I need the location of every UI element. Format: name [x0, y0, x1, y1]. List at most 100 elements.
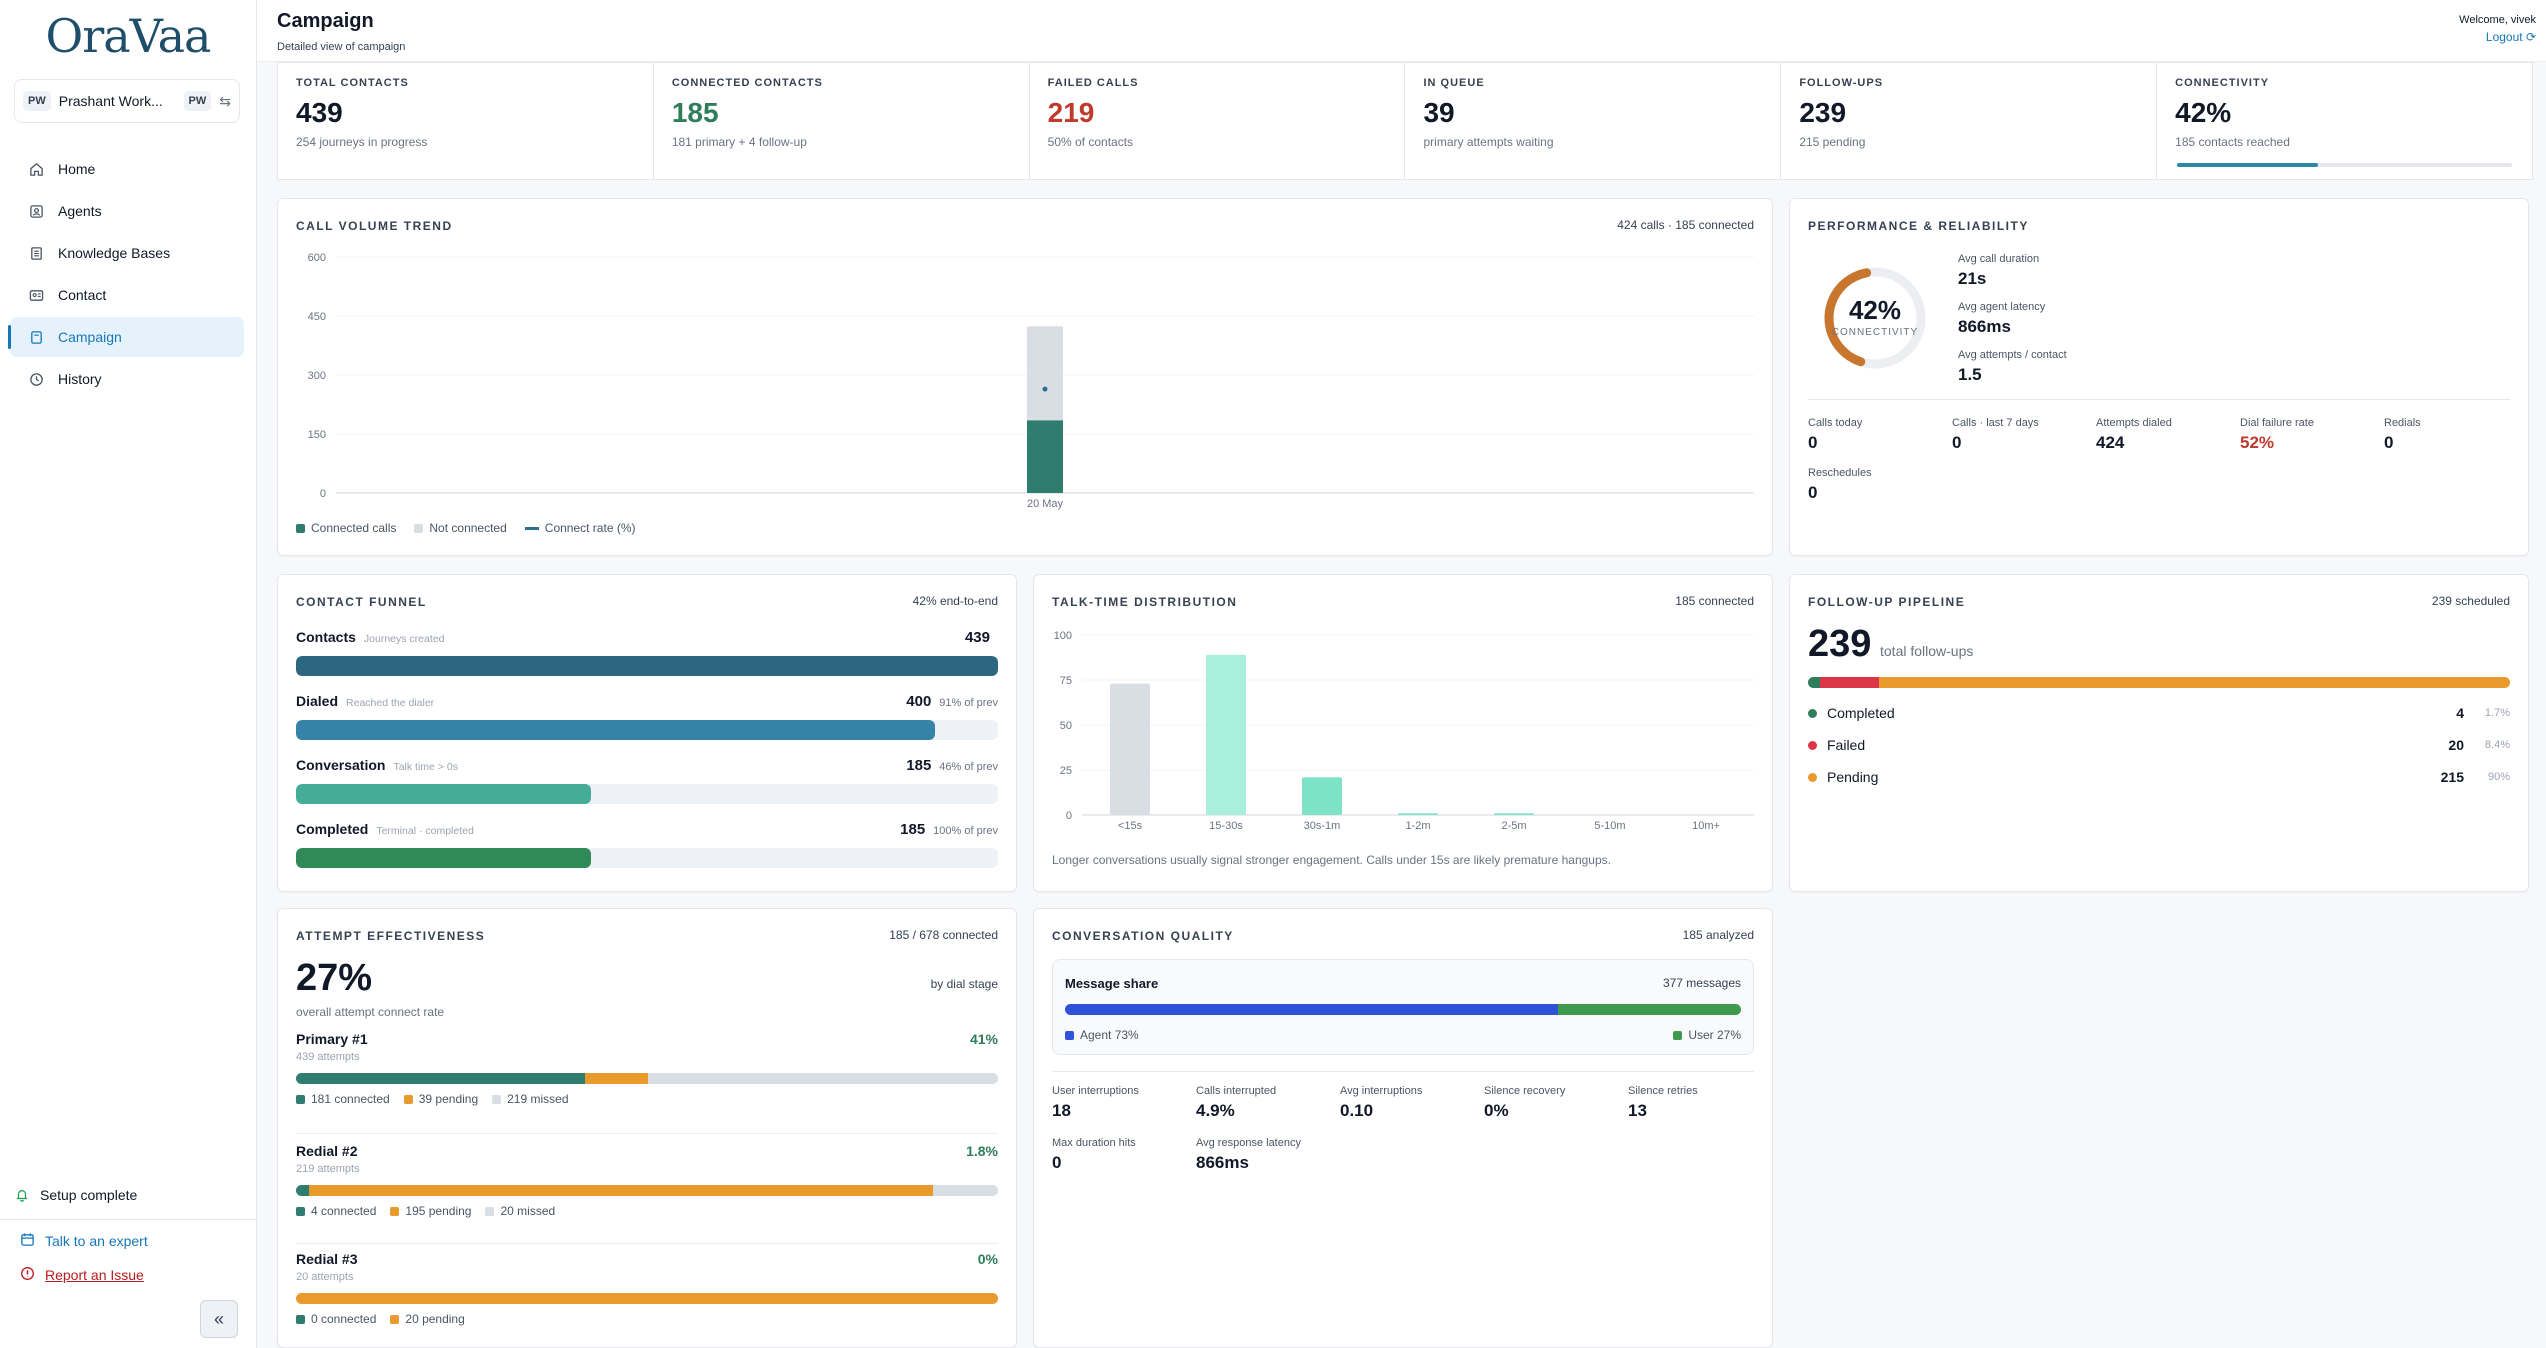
card-title: PERFORMANCE & RELIABILITY	[1808, 219, 2029, 233]
stat-value: 866ms	[1196, 1153, 1249, 1172]
legend-label: Not connected	[429, 521, 507, 535]
card-summary: 42% end-to-end	[912, 594, 998, 608]
report-issue-link[interactable]: Report an Issue	[20, 1266, 144, 1284]
legend-label: 219 missed	[507, 1092, 569, 1106]
legend-label: User 27%	[1688, 1028, 1741, 1042]
stat-label: Calls interrupted	[1196, 1085, 1277, 1097]
funnel-desc: Talk time > 0s	[393, 761, 458, 773]
funnel-row-contacts: Contacts Journeys created 439	[296, 629, 998, 676]
card-title: CALL VOLUME TREND	[296, 219, 453, 233]
kpi-sub: 181 primary + 4 follow-up	[671, 135, 807, 149]
setup-status[interactable]: Setup complete	[14, 1187, 137, 1203]
sidebar-item-label: History	[58, 371, 102, 387]
x-tick-label: <15s	[1118, 820, 1143, 832]
kpi-total-contacts: TOTAL CONTACTS 439 254 journeys in progr…	[278, 63, 654, 179]
stage-name: Redial #2	[296, 1143, 358, 1159]
row-label: Pending	[1827, 769, 1879, 785]
status-dot	[1808, 708, 1817, 718]
kpi-value: 185	[671, 97, 719, 128]
kpi-value: 219	[1047, 97, 1095, 128]
collapse-sidebar-button[interactable]: «	[200, 1300, 238, 1338]
sidebar-item-agents[interactable]: Agents	[10, 191, 244, 231]
kpi-sub: 185 contacts reached	[2175, 135, 2290, 149]
x-tick-label: 30s-1m	[1304, 820, 1341, 832]
funnel-desc: Journeys created	[363, 633, 445, 645]
ring-progress	[1824, 267, 1926, 369]
call-volume-trend-card: CALL VOLUME TREND 424 calls · 185 connec…	[277, 198, 1773, 556]
stage-bar-pending	[296, 1293, 998, 1304]
sidebar-item-label: Campaign	[58, 329, 122, 345]
workspace-name: Prashant Work...	[58, 93, 163, 109]
stat-value: 0%	[1484, 1101, 1509, 1120]
kpi-label: TOTAL CONTACTS	[296, 77, 409, 89]
attempt-stage-redial-2: Redial #2 1.8% 219 attempts 4 connected 1…	[296, 1143, 998, 1218]
workspace-switcher[interactable]: PW Prashant Work... PW ⇆	[14, 79, 240, 123]
legend-swatch	[296, 1094, 305, 1104]
card-summary: 424 calls · 185 connected	[1617, 218, 1754, 232]
sidebar-item-home[interactable]: Home	[10, 149, 244, 189]
kpi-value: 42%	[2175, 97, 2232, 128]
page-subtitle: Detailed view of campaign	[277, 41, 406, 53]
conversation-quality-card: CONVERSATION QUALITY 185 analyzed Messag…	[1033, 908, 1773, 1348]
sidebar-item-contact[interactable]: Contact	[10, 275, 244, 315]
card-summary: 239 scheduled	[2431, 594, 2510, 608]
stat-value: 0.10	[1340, 1101, 1374, 1120]
stat-value: 18	[1052, 1101, 1071, 1120]
welcome-text: Welcome, vivek	[2459, 14, 2536, 26]
funnel-fill	[296, 848, 591, 868]
stat-label: Attempts dialed	[2096, 417, 2172, 429]
stat-avg-attempts: Avg attempts / contact 1.5	[1958, 349, 2067, 385]
y-tick-label: 0	[1066, 810, 1072, 822]
y-tick-label: 600	[308, 252, 326, 264]
agent-icon	[28, 203, 44, 219]
legend-swatch	[492, 1094, 502, 1104]
attempt-rate-label: overall attempt connect rate	[296, 1005, 445, 1019]
connectivity-ring	[1824, 267, 1926, 369]
y-tick-label: 450	[308, 311, 326, 323]
sidebar-item-history[interactable]: History	[10, 359, 244, 399]
talk-to-expert-link[interactable]: Talk to an expert	[20, 1232, 148, 1250]
funnel-row-dialed: Dialed Reached the dialer 400 91% of prev	[296, 693, 998, 740]
stage-bar-connected	[296, 1185, 309, 1196]
kpi-value: 39	[1423, 97, 1455, 128]
card-title: TALK-TIME DISTRIBUTION	[1052, 595, 1238, 609]
stat-label: Max duration hits	[1052, 1137, 1136, 1149]
follow-up-bar-segment	[1878, 677, 2510, 688]
card-summary: 185 connected	[1675, 594, 1754, 608]
card-title: CONTACT FUNNEL	[296, 595, 427, 609]
message-count: 377 messages	[1662, 976, 1741, 990]
workspace-badge-right: PW	[183, 91, 212, 111]
divider	[296, 1133, 998, 1134]
funnel-track	[296, 848, 998, 868]
follow-up-total: 239	[1808, 623, 1872, 665]
legend-label: Agent 73%	[1080, 1028, 1139, 1042]
sidebar-nav: Home Agents Knowledge Bases Contact Camp…	[0, 149, 256, 399]
sidebar-item-knowledge-bases[interactable]: Knowledge Bases	[10, 233, 244, 273]
stat-calls-interrupted: Calls interrupted 4.9%	[1196, 1085, 1276, 1121]
follow-up-row-pending: Pending 215 90%	[1808, 769, 2510, 785]
card-title: FOLLOW-UP PIPELINE	[1808, 595, 1966, 609]
follow-up-pipeline-card: FOLLOW-UP PIPELINE 239 scheduled 239 tot…	[1789, 574, 2529, 892]
status-dot	[1808, 740, 1817, 750]
sidebar-item-campaign[interactable]: Campaign	[8, 317, 244, 357]
funnel-fill	[296, 656, 998, 676]
logout-link[interactable]: Logout ⟳	[2486, 30, 2536, 44]
legend-swatch	[390, 1206, 400, 1216]
sidebar-item-label: Home	[58, 161, 96, 177]
attempt-stage-primary-1: Primary #1 41% 439 attempts 181 connected…	[296, 1031, 998, 1106]
x-tick-label: 1-2m	[1405, 820, 1430, 832]
stat-attempts-dialed: Attempts dialed 424	[2096, 417, 2172, 453]
talk-time-bar	[1206, 654, 1246, 815]
bell-icon	[14, 1187, 30, 1203]
legend-swatch	[296, 1314, 305, 1324]
divider	[1808, 399, 2510, 400]
y-tick-label: 300	[308, 370, 326, 382]
swap-icon[interactable]: ⇆	[219, 92, 231, 109]
stat-avg-response-latency: Avg response latency 866ms	[1196, 1137, 1301, 1173]
status-dot	[1808, 772, 1817, 782]
stat-value: 0	[1808, 483, 1818, 502]
logo[interactable]: OraVaa	[0, 0, 256, 65]
stage-name: Redial #3	[296, 1251, 358, 1267]
legend-label: 20 missed	[500, 1204, 556, 1218]
kpi-sub: 254 journeys in progress	[296, 135, 428, 149]
